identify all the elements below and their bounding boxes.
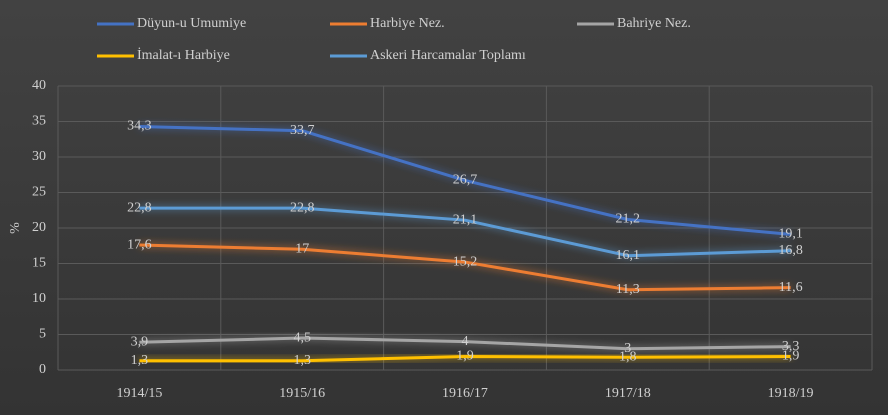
data-label: 1,9 <box>456 349 474 364</box>
series-line <box>139 336 791 351</box>
data-label: 16,8 <box>778 243 803 258</box>
x-tick-label: 1915/16 <box>279 386 325 401</box>
y-axis-title: % <box>8 222 23 234</box>
data-label: 19,1 <box>778 227 803 242</box>
data-label: 4,5 <box>293 330 311 345</box>
data-label: 22,8 <box>127 200 152 215</box>
data-label: 15,2 <box>453 254 478 269</box>
data-label: 17 <box>295 242 309 257</box>
data-label: 21,1 <box>453 212 478 227</box>
data-label: 11,6 <box>779 280 803 295</box>
y-tick-label: 5 <box>39 327 46 342</box>
y-tick-label: 40 <box>32 78 46 93</box>
series-line <box>139 124 791 236</box>
data-label: 1,8 <box>619 349 637 364</box>
data-label: 16,1 <box>616 248 641 263</box>
legend-label: Askeri Harcamalar Toplamı <box>370 48 526 63</box>
data-label: 33,7 <box>290 123 315 138</box>
x-tick-label: 1917/18 <box>605 386 651 401</box>
series-line <box>139 243 791 292</box>
data-label: 3,9 <box>131 335 149 350</box>
y-tick-label: 15 <box>32 256 46 271</box>
data-label: 17,6 <box>127 237 152 252</box>
y-tick-label: 0 <box>39 362 46 377</box>
x-tick-label: 1918/19 <box>768 386 814 401</box>
legend-label: Düyun-u Umumiye <box>137 16 246 31</box>
legend-label: İmalat-ı Harbiye <box>137 47 230 63</box>
data-label: 34,3 <box>127 119 152 134</box>
legend-label: Bahriye Nez. <box>617 16 691 31</box>
data-label: 26,7 <box>453 173 478 188</box>
data-label: 11,3 <box>616 282 640 297</box>
data-label: 22,8 <box>290 200 315 215</box>
data-label: 21,2 <box>616 212 641 227</box>
y-tick-label: 30 <box>32 149 46 164</box>
data-label: 1,3 <box>131 353 149 368</box>
y-tick-label: 20 <box>32 220 46 235</box>
series-line <box>139 206 791 258</box>
x-tick-label: 1916/17 <box>442 386 488 401</box>
data-label: 3,3 <box>782 339 800 354</box>
data-label: 3 <box>624 341 631 356</box>
x-tick-label: 1914/15 <box>116 386 162 401</box>
data-label: 1,3 <box>293 353 311 368</box>
y-tick-label: 25 <box>32 185 46 200</box>
series-line <box>139 355 791 363</box>
y-tick-label: 10 <box>32 291 46 306</box>
y-tick-label: 35 <box>32 114 46 129</box>
data-label: 1,9 <box>782 349 800 364</box>
legend-label: Harbiye Nez. <box>370 16 445 31</box>
data-label: 4 <box>462 334 469 349</box>
